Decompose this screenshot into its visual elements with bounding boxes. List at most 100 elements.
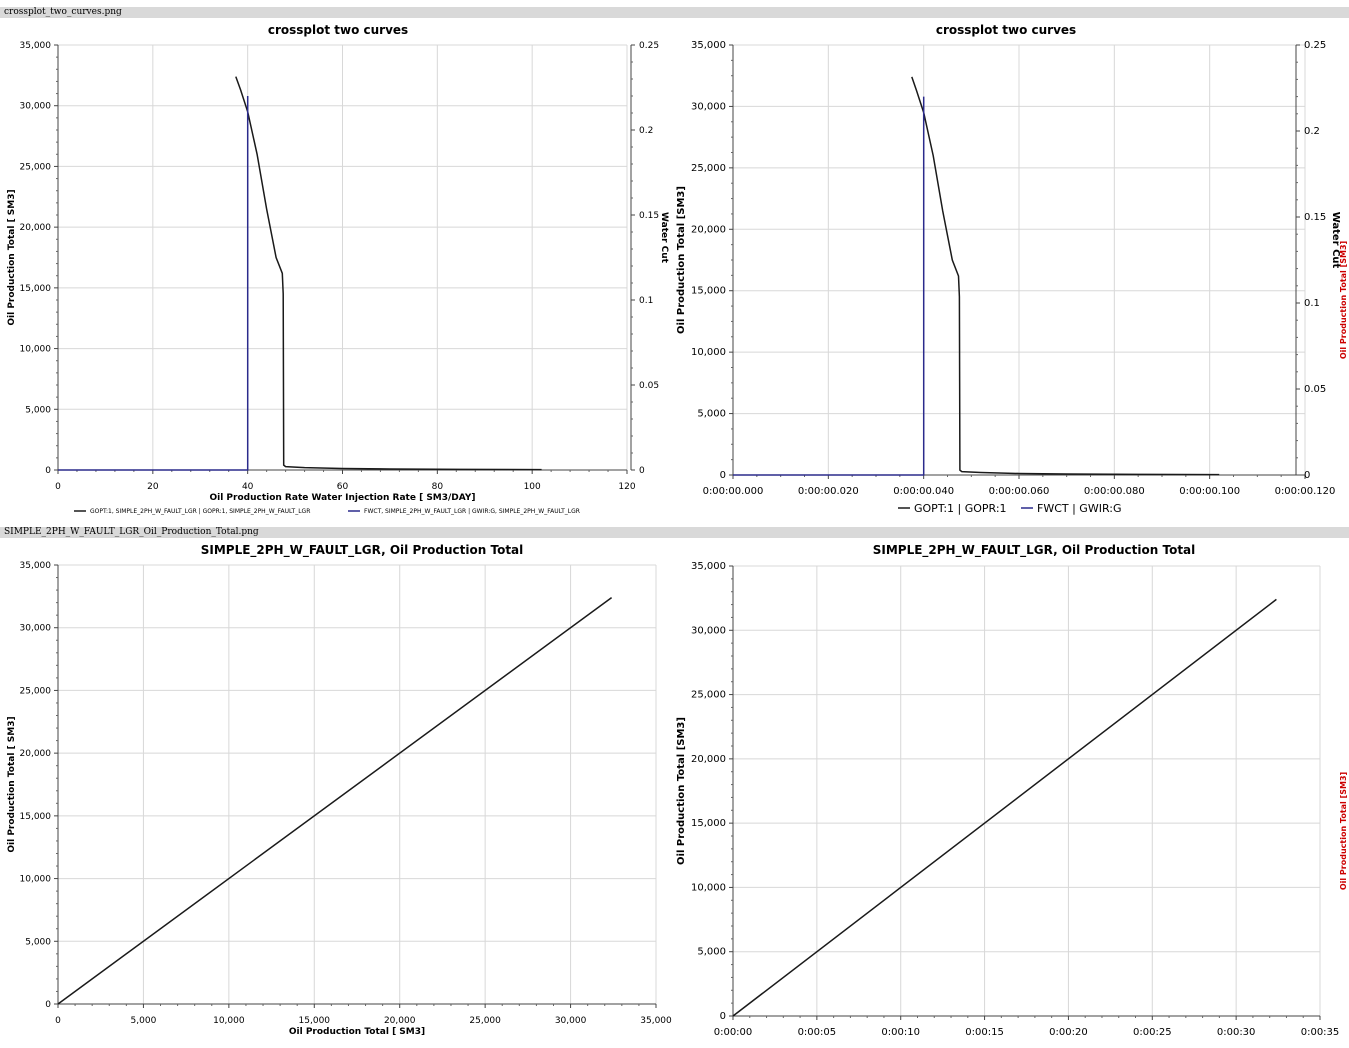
x-tick-label: 0:00:15 (965, 1027, 1004, 1038)
y2-tick-label: 0.2 (1304, 126, 1320, 137)
series-line-1 (57, 596, 613, 1005)
y-tick-label: 35,000 (20, 561, 52, 571)
x-tick-label: 0:00:00.040 (893, 486, 954, 497)
x-tick-label: 25,000 (469, 1016, 501, 1026)
file-label-bar-bottom: SIMPLE_2PH_W_FAULT_LGR_Oil_Production_To… (0, 527, 1349, 538)
x-tick-label: 0 (55, 482, 61, 492)
y2-axis-label: Water Cut (1330, 212, 1341, 269)
x-tick-label: 35,000 (640, 1016, 672, 1026)
y-tick-label: 15,000 (20, 812, 52, 822)
y2-tick-label: 0.25 (1304, 40, 1326, 51)
series-line-2 (58, 96, 249, 471)
y-tick-label: 10,000 (20, 345, 52, 355)
x-tick-label: 0:00:20 (1049, 1027, 1088, 1038)
legend-label: GOPT:1 | GOPR:1 (914, 502, 1007, 515)
chart-title: SIMPLE_2PH_W_FAULT_LGR, Oil Production T… (873, 543, 1196, 558)
x-tick-label: 0:00:00.060 (989, 486, 1050, 497)
y-tick-label: 25,000 (20, 162, 52, 172)
y-tick-label: 10,000 (20, 875, 52, 885)
x-tick-label: 15,000 (299, 1016, 331, 1026)
y-tick-label: 15,000 (691, 286, 726, 297)
x-tick-label: 40 (242, 482, 254, 492)
y-tick-label: 30,000 (691, 625, 726, 636)
chart-title: crossplot two curves (936, 23, 1076, 37)
y2-tick-label: 0.15 (639, 211, 659, 221)
x-tick-label: 0:00:00.080 (1084, 486, 1145, 497)
y-tick-label: 25,000 (691, 163, 726, 174)
chart-title: SIMPLE_2PH_W_FAULT_LGR, Oil Production T… (201, 543, 524, 558)
x-tick-label: 0 (55, 1016, 61, 1026)
y-tick-label: 5,000 (697, 409, 726, 420)
x-tick-label: 60 (337, 482, 349, 492)
chart-4: 0 5,000 10,000 15,000 20,000 25,000 30,000 35,0… (676, 543, 1348, 1038)
y-tick-label: 15,000 (691, 818, 726, 829)
series-line-2 (733, 96, 925, 476)
y-tick-label: 25,000 (691, 690, 726, 701)
series-line-1 (911, 76, 1220, 476)
file-label-bar-top: crossplot_two_curves.png (0, 7, 1349, 18)
y-tick-label: 0 (45, 1000, 51, 1010)
x-tick-label: 0:00:05 (798, 1027, 837, 1038)
x-axis-label: Oil Production Rate Water Injection Rate… (209, 493, 475, 503)
y-tick-label: 5,000 (25, 937, 51, 947)
y-tick-label: 0 (720, 470, 726, 481)
chart-title: crossplot two curves (268, 23, 408, 37)
x-axis-label: Oil Production Total [ SM3] (289, 1027, 425, 1037)
series-line-1 (235, 76, 542, 471)
y2-tick-label: 0.25 (639, 41, 659, 51)
x-tick-label: 120 (618, 482, 635, 492)
y2-tick-label: 0 (1304, 470, 1310, 481)
y-tick-label: 5,000 (697, 947, 726, 958)
x-tick-label: 10,000 (213, 1016, 245, 1026)
x-tick-label: 20,000 (384, 1016, 416, 1026)
x-tick-label: 0:00:00.120 (1275, 486, 1336, 497)
y-tick-label: 0 (45, 466, 51, 476)
x-tick-label: 0:00:25 (1133, 1027, 1172, 1038)
x-tick-label: 0:00:35 (1301, 1027, 1340, 1038)
y2-tick-label: 0.05 (1304, 384, 1326, 395)
y-tick-label: 30,000 (20, 102, 52, 112)
y2-axis-label: Water Cut (659, 212, 669, 264)
chart-1: 0 5,000 10,000 15,000 20,000 25,000 30,000 35,0… (7, 23, 669, 515)
x-tick-label: 80 (432, 482, 444, 492)
y-tick-label: 10,000 (691, 347, 726, 358)
y-tick-label: 20,000 (20, 223, 52, 233)
y2-tick-label: 0.1 (639, 296, 653, 306)
legend-label: GOPT:1, SIMPLE_2PH_W_FAULT_LGR | GOPR:1,… (90, 508, 310, 515)
y-tick-label: 35,000 (691, 40, 726, 51)
file-label-top: crossplot_two_curves.png (4, 7, 122, 17)
legend-label: FWCT, SIMPLE_2PH_W_FAULT_LGR | GWIR:G, S… (364, 508, 580, 515)
y2-tick-label: 0 (639, 466, 645, 476)
x-tick-label: 30,000 (555, 1016, 587, 1026)
y2-tick-label: 0.15 (1304, 212, 1326, 223)
x-tick-label: 0:00:00.100 (1179, 486, 1240, 497)
chart-3: 0 5,000 10,000 15,000 20,000 25,000 30,000 35,0… (7, 543, 672, 1037)
y-tick-label: 15,000 (20, 284, 52, 294)
y-tick-label: 5,000 (25, 405, 51, 415)
x-tick-label: 100 (524, 482, 541, 492)
y-tick-label: 25,000 (20, 686, 52, 696)
file-label-bottom: SIMPLE_2PH_W_FAULT_LGR_Oil_Production_To… (4, 527, 259, 537)
y2-extra-axis-label: Oil Production Total [SM3] (1339, 241, 1348, 359)
y-tick-label: 30,000 (691, 101, 726, 112)
x-tick-label: 0:00:10 (881, 1027, 920, 1038)
y2-tick-label: 0.2 (639, 126, 653, 136)
y-tick-label: 30,000 (20, 624, 52, 634)
chart-2: 0 5,000 10,000 15,000 20,000 25,000 30,000 35,0… (676, 23, 1348, 515)
y-tick-label: 20,000 (691, 754, 726, 765)
series-line-1 (732, 598, 1277, 1017)
y-tick-label: 0 (720, 1011, 726, 1022)
y2-extra-axis-label: Oil Production Total [SM3] (1339, 772, 1348, 890)
legend-label: FWCT | GWIR:G (1037, 502, 1121, 515)
y-axis-label: Oil Production Total [ SM3] (7, 189, 17, 325)
x-tick-label: 0:00:30 (1217, 1027, 1256, 1038)
x-tick-label: 0:00:00 (714, 1027, 753, 1038)
x-tick-label: 5,000 (131, 1016, 157, 1026)
x-tick-label: 0:00:00.000 (703, 486, 764, 497)
y2-tick-label: 0.1 (1304, 298, 1320, 309)
x-tick-label: 20 (147, 482, 159, 492)
y2-tick-label: 0.05 (639, 381, 659, 391)
x-tick-label: 0:00:00.020 (798, 486, 859, 497)
y-tick-label: 20,000 (20, 749, 52, 759)
